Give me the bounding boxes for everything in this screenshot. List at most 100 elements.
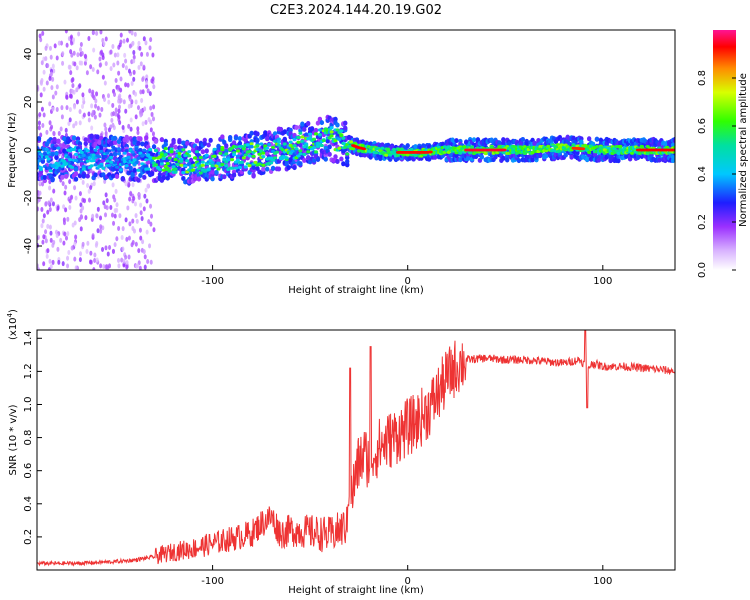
heatmap-cell bbox=[341, 161, 346, 167]
heatmap-cell bbox=[181, 175, 186, 181]
heatmap-cell bbox=[49, 197, 53, 203]
heatmap-cell bbox=[392, 147, 397, 152]
heatmap-cell bbox=[41, 239, 45, 245]
heatmap-cell bbox=[60, 174, 65, 180]
heatmap-cell bbox=[235, 149, 240, 153]
heatmap-cell bbox=[392, 150, 397, 154]
heatmap-cell bbox=[37, 263, 40, 269]
heatmap-cell bbox=[630, 151, 635, 155]
heatmap-cell bbox=[177, 154, 182, 159]
heatmap-cell bbox=[38, 167, 43, 172]
heatmap-cell bbox=[304, 132, 309, 138]
heatmap-cell bbox=[426, 156, 432, 162]
heatmap-cell bbox=[458, 151, 463, 155]
heatmap-cell bbox=[329, 134, 334, 138]
heatmap-cell bbox=[317, 128, 322, 132]
heatmap-cell bbox=[232, 153, 237, 157]
heatmap-cell bbox=[73, 171, 79, 177]
heatmap-cell bbox=[335, 159, 340, 165]
heatmap-cell bbox=[235, 158, 240, 162]
heatmap-cell bbox=[82, 112, 86, 118]
heatmap-cell bbox=[126, 82, 130, 88]
heatmap-cell bbox=[114, 188, 118, 194]
heatmap-cell bbox=[253, 160, 258, 165]
heatmap-cell bbox=[247, 164, 252, 168]
heatmap-cell bbox=[116, 60, 120, 66]
heatmap-cell bbox=[187, 150, 192, 154]
heatmap-cell bbox=[61, 51, 65, 57]
heatmap-cell bbox=[210, 169, 215, 175]
heatmap-cell bbox=[124, 164, 129, 168]
heatmap-cell bbox=[345, 152, 350, 156]
heatmap-cell bbox=[81, 103, 85, 109]
heatmap-cell bbox=[55, 55, 59, 61]
heatmap-cell bbox=[193, 156, 198, 160]
heatmap-cell bbox=[107, 93, 111, 99]
heatmap-cell bbox=[72, 50, 76, 56]
heatmap-cell bbox=[39, 92, 43, 98]
heatmap-cell bbox=[150, 78, 154, 84]
heatmap-cell bbox=[569, 154, 574, 160]
heatmap-cell bbox=[75, 146, 80, 150]
heatmap-cell bbox=[249, 145, 254, 149]
heatmap-cell bbox=[129, 117, 133, 123]
heatmap-cell bbox=[137, 40, 141, 46]
heatmap-cell bbox=[102, 200, 106, 206]
heatmap-cell bbox=[64, 162, 69, 166]
heatmap-cell bbox=[93, 148, 98, 152]
heatmap-cell bbox=[91, 158, 96, 163]
heatmap-cell bbox=[230, 158, 235, 162]
heatmap-cell bbox=[315, 157, 321, 163]
heatmap-cell bbox=[122, 99, 126, 105]
heatmap-cell bbox=[85, 70, 89, 76]
heatmap-cell bbox=[114, 111, 118, 117]
heatmap-cell bbox=[255, 144, 260, 148]
heatmap-cell bbox=[241, 156, 246, 160]
heatmap-cell bbox=[319, 120, 325, 126]
heatmap-cell bbox=[308, 132, 313, 136]
colorbar-ticks: 0.0 0.2 0.4 0.6 0.8 bbox=[697, 70, 736, 278]
heatmap-cell bbox=[49, 54, 53, 60]
heatmap-cell bbox=[61, 261, 65, 267]
heatmap-cell bbox=[92, 181, 96, 187]
heatmap-cell bbox=[95, 213, 99, 219]
svg-text:(x104): (x104) bbox=[6, 309, 19, 340]
y-tick-label: 0.4 bbox=[23, 496, 34, 512]
heatmap-cell bbox=[216, 167, 221, 171]
heatmap-cell bbox=[163, 141, 168, 147]
heatmap-cell bbox=[251, 164, 256, 170]
heatmap-cell bbox=[123, 52, 127, 58]
heatmap-cell bbox=[138, 151, 143, 155]
heatmap-cell bbox=[294, 124, 299, 130]
heatmap-cell bbox=[78, 217, 82, 223]
heatmap-cell bbox=[37, 171, 40, 177]
heatmap-cell bbox=[300, 121, 305, 127]
heatmap-cell bbox=[152, 156, 157, 160]
heatmap-cell bbox=[49, 237, 53, 243]
heatmap-cell bbox=[64, 207, 68, 213]
heatmap-cell bbox=[92, 30, 96, 36]
heatmap-cell bbox=[271, 158, 276, 162]
heatmap-cell bbox=[65, 42, 69, 48]
heatmap-cell bbox=[83, 137, 88, 143]
heatmap-cell bbox=[89, 164, 94, 168]
heatmap-cell bbox=[312, 146, 317, 150]
heatmap-cell bbox=[657, 157, 662, 163]
heatmap-cell bbox=[104, 167, 108, 173]
heatmap-cell bbox=[131, 182, 135, 188]
heatmap-cell bbox=[40, 223, 44, 229]
heatmap-cell bbox=[41, 30, 45, 36]
heatmap-cell bbox=[51, 201, 55, 207]
heatmap-cell bbox=[118, 120, 122, 126]
heatmap-cell bbox=[502, 148, 507, 152]
heatmap-cell bbox=[282, 129, 287, 135]
heatmap-cell bbox=[276, 140, 281, 144]
heatmap-cell bbox=[308, 136, 313, 140]
heatmap-cell bbox=[64, 184, 68, 190]
heatmap-cell bbox=[81, 173, 87, 179]
heatmap-cell bbox=[475, 137, 481, 143]
heatmap-cell bbox=[530, 157, 535, 163]
heatmap-cell bbox=[261, 166, 266, 172]
heatmap-cell bbox=[267, 142, 272, 147]
